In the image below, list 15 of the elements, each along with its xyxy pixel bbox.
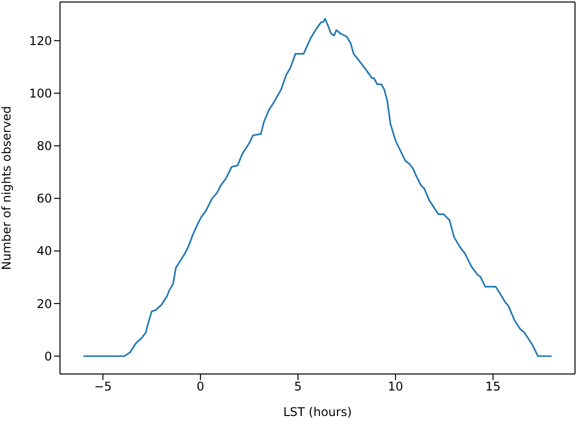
y-axis-title: Number of nights observed bbox=[0, 106, 14, 270]
y-tick-label: 0 bbox=[44, 349, 52, 364]
x-tick-label: 15 bbox=[485, 380, 501, 394]
x-tick-label: −5 bbox=[94, 380, 112, 394]
line-series bbox=[82, 18, 552, 357]
y-tick-label: 20 bbox=[36, 296, 52, 311]
x-axis-title: LST (hours) bbox=[283, 405, 352, 419]
x-tick-label: 10 bbox=[388, 380, 404, 394]
x-tick-label: 5 bbox=[294, 380, 302, 394]
x-tick-label: 0 bbox=[196, 380, 204, 394]
y-tick-label: 120 bbox=[29, 34, 52, 48]
y-tick-label: 60 bbox=[36, 192, 52, 206]
y-tick-label: 100 bbox=[29, 86, 52, 100]
y-tick-label: 40 bbox=[36, 244, 52, 258]
y-tick-label: 80 bbox=[36, 139, 52, 154]
